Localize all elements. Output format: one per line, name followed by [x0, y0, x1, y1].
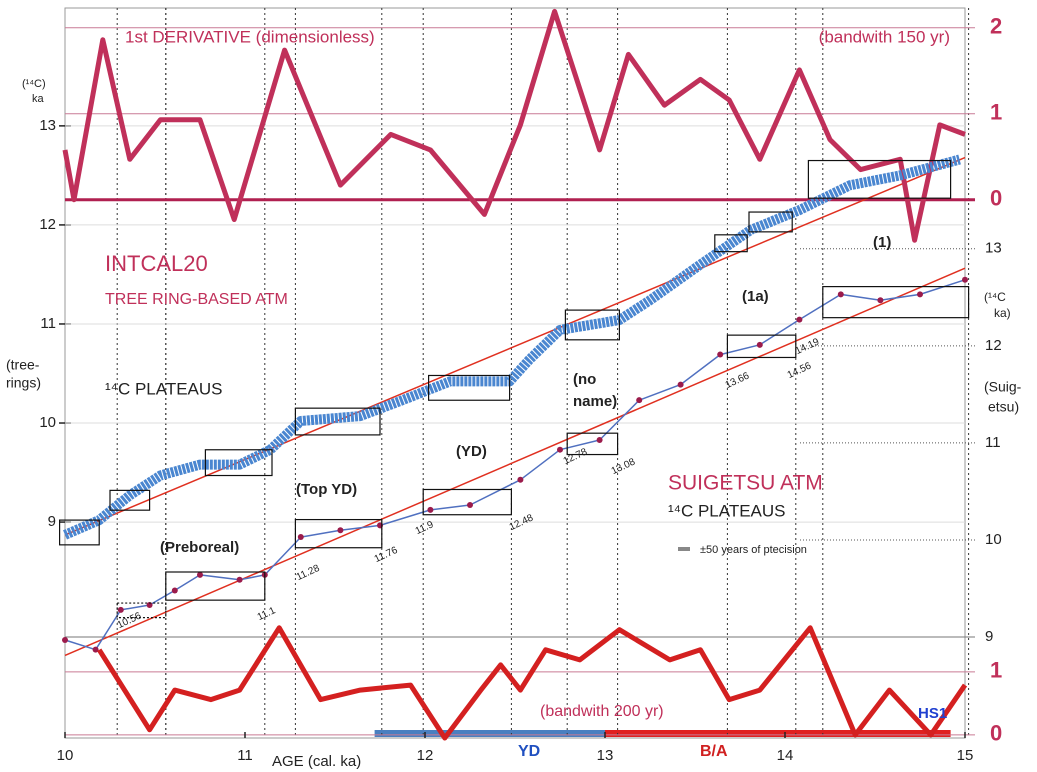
data-point [337, 527, 344, 534]
data-point [62, 636, 68, 643]
plateau-box [116, 602, 167, 619]
period-bar [605, 730, 951, 737]
data-point [837, 291, 844, 298]
data-point [877, 297, 884, 304]
y2-tick-label: 9 [985, 628, 993, 645]
chart-title: SUIGETSU ATM [668, 472, 823, 495]
data-point [297, 534, 304, 541]
plateau-box [714, 234, 748, 253]
plateau-box [109, 489, 151, 511]
data-point [636, 397, 643, 404]
trend-line [64, 267, 966, 657]
data-point [677, 381, 684, 388]
data-point [92, 646, 99, 653]
y2-axis-label: etsu) [988, 399, 1019, 415]
y2-axis-label: (¹⁴C [984, 290, 1006, 304]
data-point [596, 436, 603, 443]
annotation: ¹⁴C PLATEAUS [668, 501, 786, 520]
y2-axis-label: (Suig- [984, 379, 1022, 395]
y-axis-label: rings) [6, 375, 41, 391]
x-tick-label: 10 [57, 747, 74, 764]
y2-tick-label: 13 [985, 240, 1002, 257]
plateau-box [58, 519, 100, 546]
data-point [117, 606, 124, 613]
y-tick-label: 13 [39, 117, 56, 134]
period-label: YD [518, 743, 540, 760]
data-point [517, 476, 524, 483]
plateau-label: (no [573, 371, 596, 388]
data-point [962, 276, 968, 283]
y2-tick-label: 12 [985, 337, 1002, 354]
y-tick-label: 9 [48, 513, 56, 530]
y2-tick-label: 0 [990, 186, 1002, 211]
x-tick-label: 11 [237, 747, 253, 764]
legend-note: ±50 years of ptecision [700, 544, 807, 556]
plateau-box [566, 432, 619, 456]
plateau-box [294, 407, 381, 436]
annotation: HS1 [918, 705, 947, 722]
plateau-label: name) [573, 393, 617, 410]
trend-line [64, 156, 966, 536]
period-label: B/A [700, 743, 728, 760]
plateau-box [428, 374, 511, 401]
y2-axis-label: ka) [994, 306, 1011, 320]
chart-title: 1st DERIVATIVE (dimensionless) [125, 27, 375, 46]
data-line [63, 154, 961, 540]
annotation: ¹⁴C PLATEAUS [105, 379, 223, 398]
plot-frame [64, 7, 966, 739]
y-tick-label: 12 [39, 216, 56, 233]
plateau-box [422, 488, 513, 516]
y-axis-label: ka [32, 93, 45, 105]
chart-title: INTCAL20 [105, 251, 208, 276]
data-point [197, 571, 203, 578]
data-line [62, 8, 966, 243]
period-bar [374, 730, 605, 737]
chart-subtitle: TREE RING-BASED ATM [105, 291, 288, 308]
y2-tick-label: 11 [985, 434, 1001, 451]
data-point [427, 506, 434, 513]
y2-tick-label: 1 [990, 100, 1002, 125]
legend-swatch [678, 547, 690, 551]
chart-subtitle: (bandwith 150 yr) [819, 27, 950, 46]
data-point [917, 291, 923, 298]
y-axis-label: (tree- [6, 357, 40, 373]
data-point [467, 502, 473, 509]
data-point [756, 341, 763, 348]
data-point [796, 316, 803, 323]
chart-subtitle: (bandwith 200 yr) [540, 703, 664, 720]
plateau-label: (Preboreal) [160, 539, 239, 556]
plateau-box [294, 518, 383, 549]
y-tick-label: 11 [40, 315, 56, 332]
data-point [236, 576, 243, 583]
y2-tick-label: 2 [990, 14, 1002, 39]
x-axis-label: AGE (cal. ka) [272, 753, 361, 770]
x-tick-label: 15 [957, 747, 974, 764]
y2-tick-label: 10 [985, 531, 1002, 548]
y-axis-label: (¹⁴C) [22, 78, 46, 90]
plateau-label: (1) [873, 234, 891, 251]
y2-tick-label: 0 [990, 721, 1002, 746]
plateau-box [165, 571, 266, 601]
data-point [717, 351, 724, 358]
x-tick-label: 13 [597, 747, 614, 764]
plateau-label: (1a) [742, 288, 769, 305]
plateau-box [564, 309, 621, 341]
plateau-box [822, 286, 970, 319]
data-line [97, 625, 968, 741]
data-point [171, 587, 178, 594]
plateau-box [726, 334, 797, 359]
plateau-label: (YD) [456, 443, 487, 460]
plateau-box [204, 449, 273, 477]
plateau-box [748, 211, 793, 233]
x-tick-label: 14 [777, 747, 794, 764]
y-tick-label: 10 [39, 414, 56, 431]
y2-tick-label: 1 [990, 658, 1002, 683]
plateau-box [807, 159, 952, 199]
plateau-label: (Top YD) [296, 481, 357, 498]
data-point [557, 446, 563, 453]
x-tick-label: 12 [417, 747, 434, 764]
